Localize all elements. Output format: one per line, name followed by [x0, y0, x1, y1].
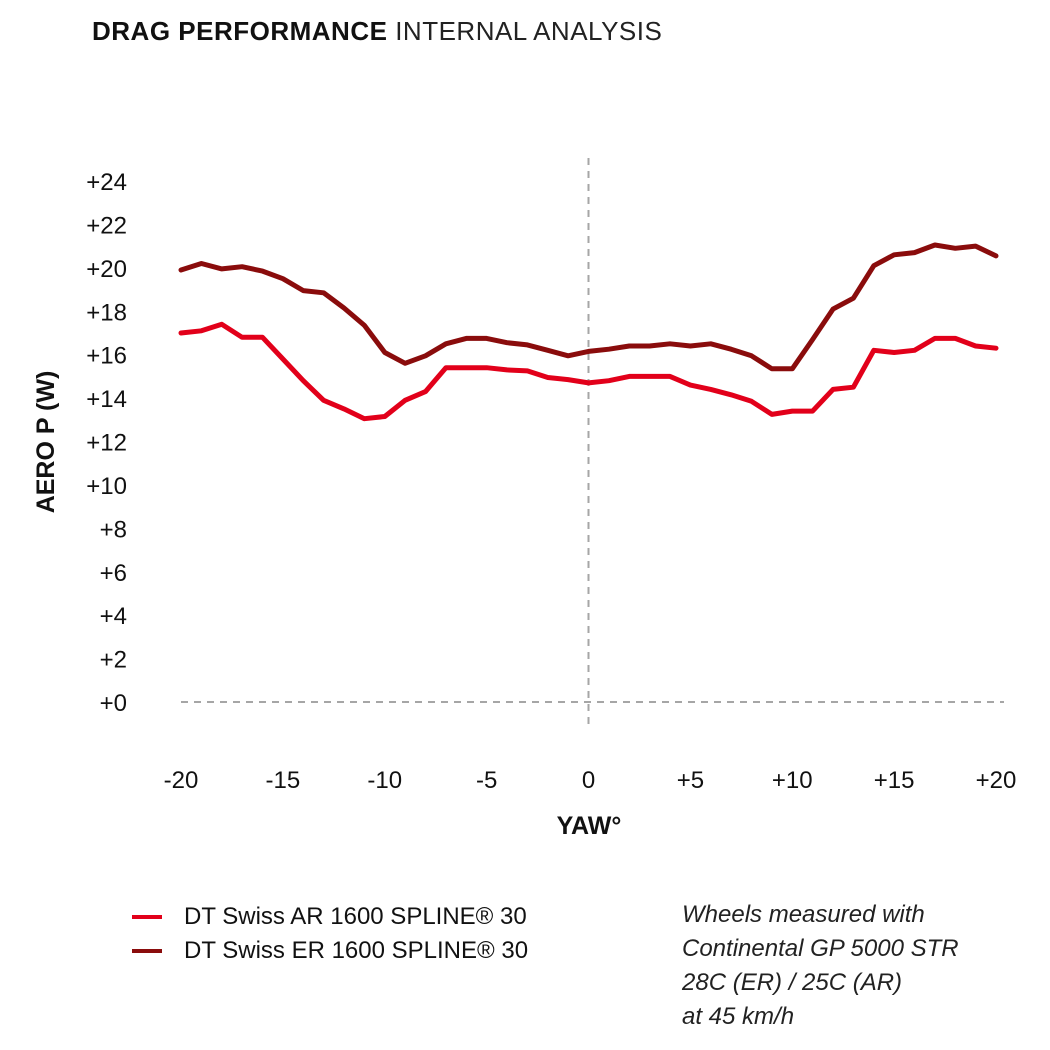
- note-line-1: Wheels measured with: [682, 901, 925, 928]
- legend-label-er: DT Swiss ER 1600 SPLINE® 30: [184, 937, 529, 964]
- x-tick-label: -15: [266, 767, 301, 794]
- chart-title-light: INTERNAL ANALYSIS: [395, 16, 663, 46]
- y-tick-label: +6: [100, 560, 127, 587]
- y-tick-label: +24: [86, 169, 127, 196]
- x-tick-label: +10: [772, 767, 813, 794]
- y-tick-label: +8: [100, 516, 127, 543]
- chart-title-bold: DRAG PERFORMANCE: [92, 16, 388, 46]
- series-line-er-1600: [178, 242, 999, 372]
- reference-lines: [181, 158, 1004, 728]
- y-axis-label: AERO P (W): [32, 371, 60, 514]
- legend-item-ar: DT Swiss AR 1600 SPLINE® 30: [132, 900, 528, 934]
- x-tick-label: -20: [164, 767, 199, 794]
- y-tick-label: +4: [100, 603, 127, 630]
- y-tick-label: +16: [86, 343, 127, 370]
- y-tick-label: +12: [86, 430, 127, 457]
- legend-label-ar: DT Swiss AR 1600 SPLINE® 30: [184, 903, 527, 930]
- legend-item-er: DT Swiss ER 1600 SPLINE® 30: [132, 934, 528, 968]
- x-axis-label: YAW°: [557, 812, 622, 840]
- series-line-ar-1600: [178, 321, 999, 422]
- legend: DT Swiss AR 1600 SPLINE® 30 DT Swiss ER …: [132, 900, 528, 968]
- y-tick-label: +2: [100, 647, 127, 674]
- x-tick-labels: -20 -15 -10 -5 0 +5 +10 +15 +20: [164, 767, 1017, 794]
- series-lines: [178, 242, 999, 422]
- y-tick-label: +14: [86, 386, 127, 413]
- legend-swatch-er: [132, 949, 162, 953]
- chart-title: DRAG PERFORMANCE INTERNAL ANALYSIS: [92, 16, 662, 47]
- y-tick-label: +18: [86, 299, 127, 326]
- note-line-4: at 45 km/h: [682, 1003, 795, 1030]
- x-tick-label: 0: [582, 767, 595, 794]
- y-tick-label: +10: [86, 473, 127, 500]
- x-tick-label: -10: [367, 767, 402, 794]
- note-line-3: 28C (ER) / 25C (AR): [682, 969, 903, 996]
- x-tick-label: -5: [476, 767, 497, 794]
- y-tick-labels: +0 +2 +4 +6 +8 +10 +12 +14 +16 +18 +20 +22 +24: [86, 169, 127, 717]
- y-tick-label: +20: [86, 256, 127, 283]
- y-tick-label: +0: [100, 690, 127, 717]
- x-tick-label: +20: [976, 767, 1017, 794]
- x-tick-label: +5: [677, 767, 704, 794]
- drag-performance-chart: +0 +2 +4 +6 +8 +10 +12 +14 +16 +18 +20 +22 +24 -20 -1…: [32, 158, 1017, 840]
- x-tick-label: +15: [874, 767, 915, 794]
- legend-swatch-ar: [132, 915, 162, 919]
- note-line-2: Continental GP 5000 STR: [682, 935, 959, 962]
- y-tick-label: +22: [86, 212, 127, 239]
- measurement-note: Wheels measured with Continental GP 5000…: [682, 898, 959, 1034]
